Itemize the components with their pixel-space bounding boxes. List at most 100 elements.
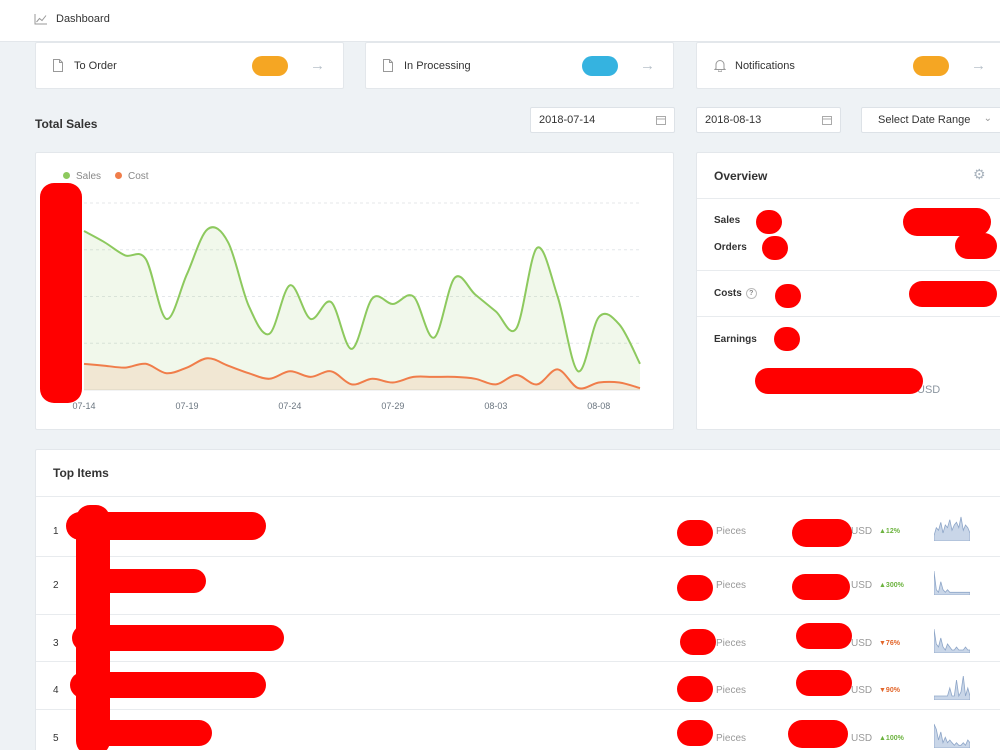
date-to-value: 2018-08-13 (705, 114, 762, 126)
item-unit: Pieces (716, 733, 747, 744)
redaction (955, 233, 997, 259)
redaction (788, 720, 848, 748)
overview-card: Overview ⚙ Sales Orders Costs? Earnings … (696, 152, 1000, 430)
item-currency: USD (851, 685, 873, 696)
line-chart-icon (34, 13, 47, 24)
item-change: ▲100% (879, 735, 904, 742)
table-row[interactable]: 4horPiecesUSD▼90% (36, 661, 1000, 709)
legend-item-cost[interactable]: Cost (115, 171, 149, 182)
sparkline-area (934, 723, 970, 748)
breadcrumb[interactable]: Dashboard (34, 13, 110, 25)
table-row[interactable]: 3ePiecesUSD▼76% (36, 614, 1000, 661)
arrow-right-icon[interactable]: → (640, 57, 655, 74)
sparkline (934, 675, 970, 700)
redaction (677, 676, 713, 702)
item-unit: Pieces (716, 580, 747, 591)
legend-item-sales[interactable]: Sales (63, 171, 101, 182)
sales-chart: 07-14 07-19 07-24 07-29 08-03 08-08 (72, 202, 641, 411)
item-rank: 1 (53, 526, 59, 537)
x-tick-label: 08-03 (484, 401, 507, 411)
redaction (792, 574, 850, 600)
count-badge (252, 56, 288, 76)
x-tick-label: 07-29 (381, 401, 404, 411)
calendar-icon (656, 116, 666, 125)
table-row[interactable]: 5sePiecesUSD▲100% (36, 709, 1000, 750)
chevron-down-icon: ⌄ (983, 113, 992, 124)
top-bar: Dashboard (0, 0, 1000, 42)
item-currency: USD (851, 526, 873, 537)
earnings-currency: USD (917, 384, 941, 396)
redaction (909, 281, 997, 307)
divider (697, 198, 1000, 199)
redaction (677, 575, 713, 601)
document-icon (383, 59, 393, 72)
item-unit: Pieces (716, 526, 747, 537)
sparkline-area (934, 570, 970, 595)
date-to-input[interactable]: 2018-08-13 (696, 107, 841, 133)
top-items-title: Top Items (53, 466, 109, 480)
redaction (677, 520, 713, 546)
sparkline-area (934, 628, 970, 653)
stat-card-to-order[interactable]: To Order → (35, 42, 344, 89)
count-badge (913, 56, 949, 76)
x-tick-label: 07-24 (278, 401, 301, 411)
series-line-cost (83, 357, 641, 390)
item-rank: 4 (53, 685, 59, 696)
redaction (762, 236, 788, 260)
x-tick-label: 07-19 (175, 401, 198, 411)
top-items-card: Top Items 1 Pieces USD ▲12% 2sePiecesUSD▲300… (35, 449, 1000, 750)
page-title: Dashboard (56, 13, 110, 25)
stat-card-in-processing[interactable]: In Processing → (365, 42, 674, 89)
stat-card-notifications[interactable]: Notifications → (696, 42, 1000, 89)
series-line-sales (83, 226, 641, 373)
redaction (756, 210, 782, 234)
item-change: ▲300% (879, 582, 904, 589)
table-row[interactable]: 2sePiecesUSD▲300% (36, 556, 1000, 614)
redaction (792, 519, 852, 547)
bell-icon (714, 60, 726, 72)
sales-chart-card: Sales Cost 07-14 07-19 07-24 07-29 08-03 08-0… (35, 152, 674, 430)
item-change: ▲12% (879, 528, 900, 535)
gear-icon[interactable]: ⚙ (973, 166, 986, 182)
sparkline (934, 570, 970, 595)
item-unit: Pieces (716, 685, 747, 696)
help-icon[interactable]: ? (745, 288, 757, 299)
stat-label: To Order (74, 60, 117, 72)
overview-costs-label: Costs? (714, 288, 757, 299)
redaction (677, 720, 713, 746)
date-from-value: 2018-07-14 (539, 114, 596, 126)
sparkline-area (934, 516, 970, 541)
divider (697, 270, 1000, 271)
document-icon (53, 59, 63, 72)
arrow-right-icon[interactable]: → (971, 57, 986, 74)
sparkline (934, 516, 970, 541)
redaction (40, 183, 82, 403)
redaction (680, 629, 716, 655)
date-range-value: Select Date Range (878, 114, 971, 126)
sparkline (934, 723, 970, 748)
redaction (796, 670, 852, 696)
redaction (76, 505, 110, 750)
total-sales-title: Total Sales (35, 117, 98, 131)
item-rank: 5 (53, 733, 59, 744)
overview-title: Overview (714, 169, 768, 183)
overview-orders-label: Orders (714, 242, 747, 253)
arrow-right-icon[interactable]: → (310, 57, 325, 74)
stat-label: Notifications (735, 60, 795, 72)
divider (697, 316, 1000, 317)
stat-label: In Processing (404, 60, 471, 72)
redaction (775, 284, 801, 308)
item-rank: 2 (53, 580, 59, 591)
calendar-icon (822, 116, 832, 125)
table-row[interactable]: 1 Pieces USD ▲12% (36, 496, 1000, 556)
count-badge (582, 56, 618, 76)
item-change: ▼90% (879, 687, 900, 694)
date-from-input[interactable]: 2018-07-14 (530, 107, 675, 133)
item-currency: USD (851, 638, 873, 649)
chart-legend: Sales Cost (63, 171, 149, 182)
item-rank: 3 (53, 638, 59, 649)
overview-sales-label: Sales (714, 215, 741, 226)
date-range-select[interactable]: Select Date Range ⌄ (861, 107, 1000, 133)
item-currency: USD (851, 733, 873, 744)
sparkline (934, 628, 970, 653)
